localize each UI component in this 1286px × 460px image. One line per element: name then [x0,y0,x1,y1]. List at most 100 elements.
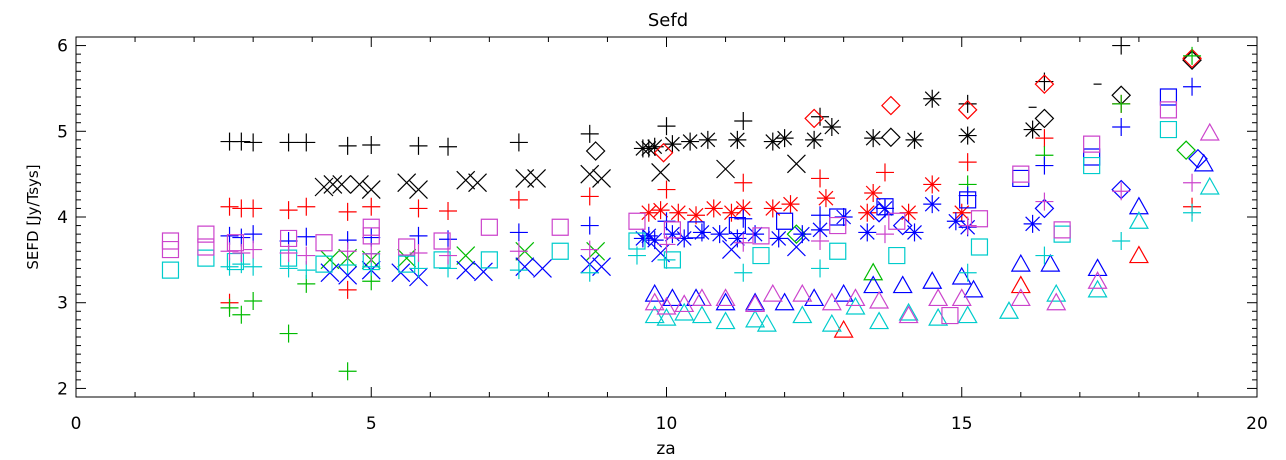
data-point-x [456,260,476,280]
data-point-plus [734,263,753,282]
data-point-triangle [792,305,813,324]
data-point-square [480,251,498,269]
data-point-triangle [1040,253,1061,272]
data-point-square [1159,88,1178,106]
data-point-triangle [762,283,783,302]
data-point-star [681,132,700,151]
data-point-plus [657,180,676,199]
data-point-diamond [804,108,824,129]
data-point-triangle [821,313,842,332]
data-point-star [905,223,924,242]
data-point-star [905,130,924,149]
data-point-triangle [662,288,683,307]
data-point-diamond [869,202,889,223]
data-point-star [822,118,841,136]
data-point-square [941,306,959,325]
data-point-plus [875,163,894,182]
data-point-plus [1183,173,1202,192]
data-point-plus [811,259,830,278]
data-point-plus [958,263,977,282]
data-point-triangle [1128,211,1149,229]
data-point-triangle [821,292,842,311]
data-point-plus [580,240,599,259]
data-point-plus [297,133,316,152]
data-point-star [864,184,883,202]
data-point-star [669,203,688,222]
data-point-triangle [869,311,890,330]
data-point-x [320,250,340,270]
data-point-triangle [957,305,978,324]
data-point-plus [958,216,977,235]
data-point-plus [811,232,830,250]
data-point-star [858,223,877,242]
data-point-star [769,229,788,248]
data-point-triangle [1193,153,1214,172]
data-point-plus [734,233,753,252]
data-point-square [752,227,770,245]
data-point-square [829,216,847,235]
data-point-star [645,231,664,250]
data-point-x [786,154,806,174]
data-point-plus [509,242,528,261]
data-point-star [923,89,942,108]
data-point-triangle [792,283,813,302]
data-point-triangle [833,319,854,338]
x-tick-label: 15 [951,414,973,434]
data-point-plus [875,225,894,244]
data-point-star [816,189,835,208]
data-point-square [197,249,215,267]
data-point-plus [244,240,263,259]
data-point-triangle [998,301,1020,319]
data-point-triangle [715,288,736,307]
data-point-square [876,198,894,216]
data-point-plus [734,112,753,130]
data-point-plus [811,169,830,188]
data-point-plus [1112,94,1131,113]
data-point-plus [338,362,357,381]
data-point-square [433,251,451,269]
data-point-square [1053,225,1071,243]
data-point-plus [220,226,239,245]
data-point-plus [338,136,357,155]
chart-title: Sefd [648,10,688,31]
data-point-star [923,175,942,194]
data-point-triangle [898,305,919,324]
x-tick-label: 10 [656,414,678,434]
data-point-x [580,164,600,184]
data-point-x [651,163,671,182]
data-point-square [362,227,380,245]
data-point-square [226,234,245,252]
data-point-square [551,218,569,236]
data-point-diamond [881,95,901,116]
data-point-square [480,218,498,236]
data-point-plus [1112,36,1131,55]
data-point-triangle [1128,245,1149,264]
data-point-square [161,261,180,279]
data-point-x [323,175,343,194]
data-point-plus [338,242,357,261]
data-point-square [315,255,333,273]
data-point-plus [297,227,316,246]
data-point-diamond [1034,74,1055,94]
data-point-triangle [644,292,665,311]
data-point-plus [409,199,428,218]
data-point-diamond [892,215,913,236]
data-point-plus [811,107,830,126]
data-point-x [350,175,369,194]
data-point-plus [1035,246,1054,265]
data-point-plus [362,136,381,154]
data-point-plus [657,117,676,136]
data-point-square [728,216,746,235]
data-point-diamond [653,142,674,163]
x-tick-labels: 0 5 10 15 20 [71,414,1268,434]
data-point-square [433,232,451,250]
data-point-star [692,223,711,242]
data-point-triangle [898,302,919,321]
data-point-x [397,173,417,193]
y-axis-label: SEFD [Jy/Tsys] [24,164,42,269]
data-point-square [197,225,215,243]
data-point-triangle [1199,176,1220,195]
data-point-diamond [957,100,978,120]
data-point-square [970,210,989,228]
data-point-plus [409,136,428,155]
